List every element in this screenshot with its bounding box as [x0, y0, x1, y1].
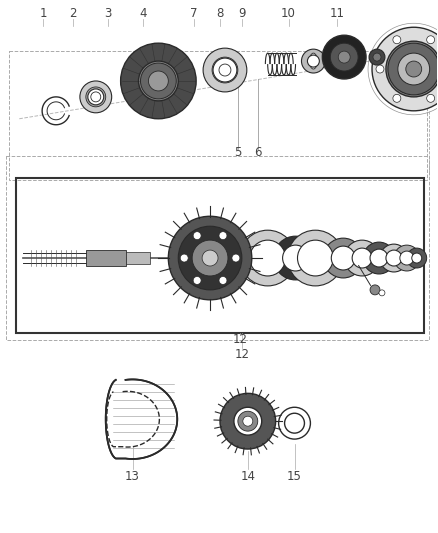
Circle shape [238, 411, 258, 431]
Circle shape [307, 55, 319, 67]
Circle shape [220, 393, 276, 449]
Circle shape [407, 248, 427, 268]
Circle shape [168, 216, 252, 300]
Bar [7, 156, 429, 340]
Circle shape [406, 61, 422, 77]
Circle shape [91, 92, 101, 102]
Circle shape [400, 251, 414, 265]
Bar [126, 252, 150, 264]
Text: 2: 2 [69, 7, 77, 20]
Circle shape [80, 81, 112, 113]
Circle shape [240, 230, 296, 286]
Circle shape [285, 413, 304, 433]
Circle shape [213, 58, 237, 82]
Circle shape [192, 240, 228, 276]
Circle shape [363, 242, 395, 274]
Circle shape [243, 416, 253, 426]
Circle shape [234, 407, 262, 435]
Circle shape [393, 36, 401, 44]
Bar [86, 250, 126, 266]
Circle shape [288, 230, 343, 286]
Circle shape [219, 64, 231, 76]
Text: 3: 3 [104, 7, 111, 20]
Circle shape [202, 250, 218, 266]
Text: 10: 10 [281, 7, 296, 20]
Circle shape [369, 49, 385, 65]
Circle shape [203, 48, 247, 92]
Text: 15: 15 [287, 471, 302, 483]
Circle shape [394, 245, 420, 271]
Circle shape [301, 49, 325, 73]
Circle shape [373, 53, 381, 61]
Text: 5: 5 [234, 146, 242, 159]
Circle shape [219, 232, 227, 240]
Circle shape [88, 89, 104, 105]
Circle shape [274, 236, 318, 280]
Circle shape [180, 254, 188, 262]
Circle shape [386, 250, 402, 266]
Text: 9: 9 [238, 7, 246, 20]
Text: 7: 7 [191, 7, 198, 20]
Circle shape [178, 226, 242, 290]
Circle shape [148, 71, 168, 91]
Circle shape [376, 65, 384, 73]
Text: 6: 6 [254, 146, 261, 159]
Text: 11: 11 [330, 7, 345, 20]
Circle shape [86, 87, 106, 107]
Circle shape [372, 27, 438, 111]
Circle shape [232, 254, 240, 262]
Circle shape [138, 61, 178, 101]
Circle shape [322, 35, 366, 79]
Circle shape [323, 238, 363, 278]
Circle shape [393, 94, 401, 102]
Text: 12: 12 [233, 333, 247, 346]
Circle shape [331, 246, 355, 270]
Circle shape [120, 43, 196, 119]
Circle shape [380, 244, 408, 272]
Circle shape [212, 57, 238, 83]
Circle shape [250, 240, 286, 276]
Circle shape [141, 63, 176, 99]
Circle shape [344, 240, 380, 276]
Text: 12: 12 [234, 348, 249, 361]
Circle shape [193, 277, 201, 285]
Circle shape [386, 41, 438, 97]
Bar [9, 51, 427, 181]
Circle shape [427, 94, 434, 102]
Circle shape [370, 249, 388, 267]
Circle shape [352, 248, 372, 268]
Circle shape [412, 253, 422, 263]
Circle shape [379, 290, 385, 296]
Bar [16, 179, 424, 333]
Circle shape [338, 51, 350, 63]
Circle shape [370, 285, 380, 295]
Text: 13: 13 [125, 471, 140, 483]
Ellipse shape [309, 53, 318, 69]
Circle shape [388, 43, 438, 95]
Circle shape [398, 53, 430, 85]
Circle shape [297, 240, 333, 276]
Circle shape [283, 245, 308, 271]
Text: 14: 14 [240, 471, 255, 483]
Circle shape [330, 43, 358, 71]
Circle shape [193, 232, 201, 240]
Circle shape [427, 36, 434, 44]
Text: 8: 8 [216, 7, 224, 20]
Circle shape [219, 277, 227, 285]
Text: 4: 4 [140, 7, 147, 20]
Text: 1: 1 [39, 7, 47, 20]
